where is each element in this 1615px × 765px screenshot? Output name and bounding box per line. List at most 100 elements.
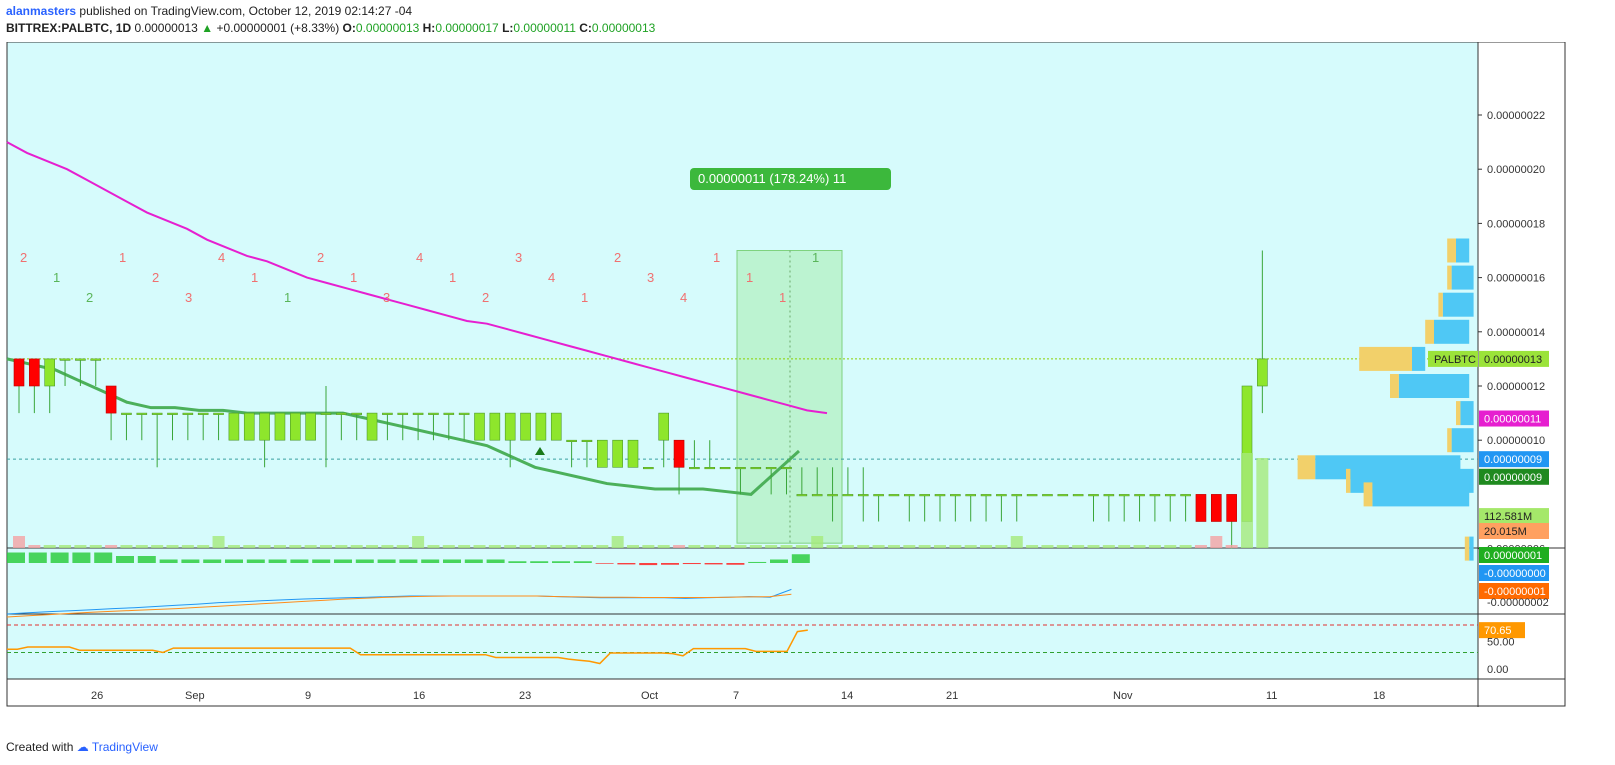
close-value: 0.00000013 xyxy=(591,21,656,35)
footer-brand[interactable]: TradingView xyxy=(91,740,158,754)
volume-bar xyxy=(181,545,194,548)
palbtc-tag: PALBTC xyxy=(1434,354,1476,366)
candle-body xyxy=(1226,494,1237,522)
volume-bar xyxy=(43,545,56,548)
open-value: 0.00000013 xyxy=(355,21,420,35)
date-tick-label: Sep xyxy=(185,690,205,702)
volume-profile-value-bar xyxy=(1447,428,1452,453)
candle-body xyxy=(719,466,731,470)
footer-prefix: Created with xyxy=(6,740,74,754)
volume-bar xyxy=(995,545,1008,548)
candle-body xyxy=(873,494,884,497)
volume-bar xyxy=(1256,458,1269,548)
volume-bar xyxy=(212,536,225,548)
td-count-label: 2 xyxy=(86,290,93,305)
candle-body xyxy=(1257,358,1268,387)
candle-body xyxy=(1134,494,1145,497)
macd-histogram-bar xyxy=(508,561,527,563)
volume-bar xyxy=(289,545,302,548)
volume-bar xyxy=(1102,545,1115,548)
volume-bar xyxy=(749,545,762,548)
volume-profile-bar xyxy=(1451,265,1474,290)
volume-bar xyxy=(534,545,547,548)
volume-bar xyxy=(1056,545,1069,548)
volume-bar xyxy=(1210,536,1223,548)
volume-bar xyxy=(949,545,962,548)
candle-body xyxy=(596,439,608,468)
symbol-legend: BITTREX:PALBTC, 1D 0.00000013 ▲ +0.00000… xyxy=(6,21,655,35)
td-count-label: 1 xyxy=(779,290,786,305)
candle-body xyxy=(888,494,900,497)
volume-bar xyxy=(89,545,102,548)
volume-bar xyxy=(273,545,286,548)
price-tick-label: 0.00000016 xyxy=(1487,273,1545,285)
candle-body xyxy=(259,412,270,441)
volume-profile-bar xyxy=(1469,536,1474,561)
price-tick-label: 0.00000012 xyxy=(1487,381,1545,393)
candle-body xyxy=(919,494,930,497)
td-count-label: 4 xyxy=(416,250,423,265)
volume-bar xyxy=(227,545,240,548)
candle-body xyxy=(29,358,40,387)
macd-signal-line xyxy=(6,593,792,618)
td-count-label: 3 xyxy=(185,290,192,305)
volume-bar xyxy=(13,536,25,548)
volume-bar xyxy=(580,545,593,548)
volume-bar xyxy=(320,545,332,548)
volume-bar xyxy=(1148,545,1161,548)
td-count-label: 1 xyxy=(350,270,357,285)
candle-body xyxy=(13,358,25,387)
volume-bar xyxy=(135,545,148,548)
volume-bar xyxy=(1026,545,1039,548)
volume-bar xyxy=(258,545,271,548)
candle-body xyxy=(857,494,869,497)
date-tick-label: 14 xyxy=(841,690,853,702)
macd-histogram-bar xyxy=(464,559,483,563)
td-count-label: 1 xyxy=(713,250,720,265)
candle-body xyxy=(581,439,593,443)
td-count-label: 2 xyxy=(317,250,324,265)
td-count-label: 1 xyxy=(449,270,456,285)
volume-bar xyxy=(1072,545,1085,548)
volume-bar xyxy=(243,545,256,548)
date-tick-label: 7 xyxy=(733,690,739,702)
volume-bar xyxy=(550,545,563,548)
macd-histogram-bar xyxy=(377,559,396,563)
macd-histogram-bar xyxy=(290,559,309,563)
volume-profile-bar xyxy=(1456,238,1470,263)
candle-body xyxy=(980,494,992,497)
volume-bar xyxy=(657,545,670,548)
volume-bar xyxy=(59,545,72,548)
volume-profile-value-bar xyxy=(1390,374,1399,398)
profile-price-tag-1: 0.00000009 xyxy=(1484,454,1542,466)
candle-body xyxy=(643,466,654,470)
candle-body xyxy=(443,412,455,415)
candle-body xyxy=(366,412,378,441)
volume-bar xyxy=(719,545,732,548)
date-tick-label: 26 xyxy=(91,690,103,702)
macd-histogram-bar xyxy=(682,563,701,565)
publish-text: published on TradingView.com, October 12… xyxy=(79,4,413,18)
macd-histogram-bar xyxy=(552,561,570,563)
td-count-label: 1 xyxy=(812,250,819,265)
candle-body xyxy=(397,412,409,415)
rsi-line xyxy=(7,629,808,665)
candle-body xyxy=(827,494,838,497)
profile-price-tag-1-box xyxy=(1479,451,1549,468)
candle-body xyxy=(627,439,639,468)
macd-histogram-bar xyxy=(72,552,91,563)
volume-profile-bar xyxy=(1412,346,1426,371)
rsi-axis-tick: 50.00 xyxy=(1487,637,1515,649)
volume-bar xyxy=(366,545,379,548)
volume-profile-bar xyxy=(1372,482,1470,507)
macd-histogram-bar xyxy=(791,554,810,563)
candle-body xyxy=(151,412,163,415)
td-count-label: 2 xyxy=(614,250,621,265)
date-tick-label: Oct xyxy=(641,690,658,702)
macd-histogram-bar xyxy=(203,559,222,563)
macd-signal-tag: -0.00000001 xyxy=(1484,586,1546,598)
chart-canvas[interactable]: 0.00000022 0.00000020 0.00000018 0.00000016… xyxy=(0,42,1615,707)
candle-body xyxy=(1149,494,1161,497)
palbtc-tag-box xyxy=(1428,350,1478,367)
author-link[interactable]: alanmasters xyxy=(6,4,77,18)
